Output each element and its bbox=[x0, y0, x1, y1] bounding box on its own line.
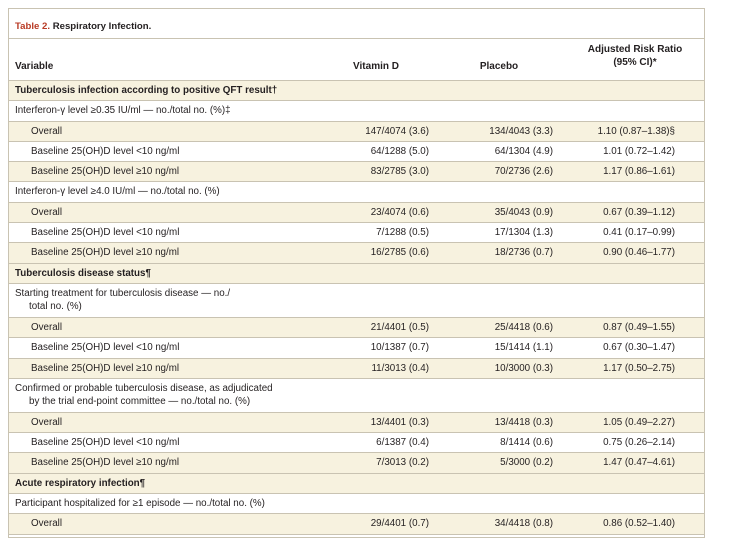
table-row: Baseline 25(OH)D level <10 ng/ml 64/1288 … bbox=[9, 142, 704, 163]
row-label: Participant hospitalized for ≥1 episode … bbox=[15, 498, 265, 510]
risk-ratio-value: 1.05 (0.49–2.27) bbox=[603, 416, 675, 428]
table-row: Overall 13/4401 (0.3) 13/4418 (0.3) 1.05 (0… bbox=[9, 412, 704, 434]
row-label-line2: total no. (%) bbox=[29, 300, 82, 312]
vitamin-d-value: 147/4074 (3.6) bbox=[365, 125, 429, 137]
vitamin-d-value: 7/3013 (0.2) bbox=[376, 457, 429, 469]
row-label: Baseline 25(OH)D level ≥10 ng/ml bbox=[31, 362, 180, 374]
row-label: Overall bbox=[31, 321, 63, 333]
header-risk-ratio: Adjusted Risk Ratio (95% CI)* bbox=[571, 43, 699, 69]
group-row: Interferon-γ level ≥0.35 IU/ml — no./tot… bbox=[9, 101, 704, 122]
placebo-value: 70/2736 (2.6) bbox=[494, 166, 553, 178]
placebo-value: 13/4418 (0.3) bbox=[494, 416, 553, 428]
table-row: Baseline 25(OH)D level ≥10 ng/ml 11/3013 … bbox=[9, 358, 704, 379]
row-label: Interferon-γ level ≥0.35 IU/ml — no./tot… bbox=[15, 105, 231, 117]
placebo-value: 18/2736 (0.7) bbox=[494, 247, 553, 259]
row-label: Interferon-γ level ≥4.0 IU/ml — no./tota… bbox=[15, 186, 220, 198]
risk-ratio-value: 0.41 (0.17–0.99) bbox=[603, 227, 675, 239]
row-label-line2: by the trial end-point committee — no./t… bbox=[29, 395, 251, 407]
vitamin-d-value: 21/4401 (0.5) bbox=[370, 321, 429, 333]
risk-ratio-value: 1.10 (0.87–1.38)§ bbox=[597, 125, 675, 137]
table-header: Variable Vitamin D Placebo Adjusted Risk… bbox=[9, 39, 704, 81]
table-row: Overall 147/4074 (3.6) 134/4043 (3.3) 1.10 … bbox=[9, 121, 704, 142]
risk-ratio-value: 1.47 (0.47–4.61) bbox=[603, 457, 675, 469]
vitamin-d-value: 29/4401 (0.7) bbox=[370, 518, 429, 530]
risk-ratio-value: 0.75 (0.26–2.14) bbox=[603, 437, 675, 449]
row-label: Acute respiratory infection¶ bbox=[15, 477, 146, 489]
vitamin-d-value: 16/2785 (0.6) bbox=[370, 247, 429, 259]
group-row: Participant hospitalized for ≥1 episode … bbox=[9, 494, 704, 515]
header-vitamin-d: Vitamin D bbox=[353, 61, 399, 72]
header-variable: Variable bbox=[15, 61, 54, 72]
row-label-line1: Confirmed or probable tuberculosis disea… bbox=[15, 382, 273, 394]
table-row: Overall 21/4401 (0.5) 25/4418 (0.6) 0.87 (0… bbox=[9, 317, 704, 339]
placebo-value: 64/1304 (4.9) bbox=[494, 145, 553, 157]
table-row: Baseline 25(OH)D level ≥10 ng/ml 7/3013 (… bbox=[9, 453, 704, 474]
placebo-value: 15/1414 (1.1) bbox=[494, 342, 553, 354]
table-row: Overall 23/4074 (0.6) 35/4043 (0.9) 0.67 (0… bbox=[9, 202, 704, 224]
risk-ratio-value: 0.67 (0.30–1.47) bbox=[603, 342, 675, 354]
vitamin-d-value: 64/1288 (5.0) bbox=[370, 145, 429, 157]
table-row: Baseline 25(OH)D level <10 ng/ml 7/1288 (… bbox=[9, 223, 704, 244]
placebo-value: 35/4043 (0.9) bbox=[494, 206, 553, 218]
row-label: Overall bbox=[31, 125, 63, 137]
vitamin-d-value: 11/3013 (0.4) bbox=[371, 362, 429, 374]
group-row: Starting treatment for tuberculosis dise… bbox=[9, 284, 704, 318]
vitamin-d-value: 6/1387 (0.4) bbox=[376, 437, 429, 449]
table-row: Baseline 25(OH)D level <10 ng/ml 6/1387 (… bbox=[9, 433, 704, 454]
row-label: Overall bbox=[31, 416, 63, 428]
group-row: Interferon-γ level ≥4.0 IU/ml — no./tota… bbox=[9, 182, 704, 203]
risk-ratio-value: 0.86 (0.52–1.40) bbox=[603, 518, 675, 530]
row-label: Baseline 25(OH)D level ≥10 ng/ml bbox=[31, 247, 180, 259]
risk-ratio-value: 1.17 (0.86–1.61) bbox=[603, 166, 675, 178]
table-row: Baseline 25(OH)D level <10 ng/ml 10/1387 … bbox=[9, 338, 704, 359]
placebo-value: 34/4418 (0.8) bbox=[494, 518, 553, 530]
risk-ratio-value: 0.67 (0.39–1.12) bbox=[603, 206, 675, 218]
vitamin-d-value: 23/4074 (0.6) bbox=[370, 206, 429, 218]
row-label: Baseline 25(OH)D level <10 ng/ml bbox=[31, 145, 180, 157]
vitamin-d-value: 7/1288 (0.5) bbox=[376, 227, 429, 239]
row-label: Overall bbox=[31, 206, 63, 218]
row-label: Tuberculosis disease status¶ bbox=[15, 267, 151, 279]
risk-ratio-value: 0.87 (0.49–1.55) bbox=[603, 321, 675, 333]
section-row: Tuberculosis disease status¶ bbox=[9, 263, 704, 284]
vitamin-d-value: 10/1387 (0.7) bbox=[370, 342, 429, 354]
row-label: Baseline 25(OH)D level ≥10 ng/ml bbox=[31, 457, 180, 469]
row-label: Confirmed or probable tuberculosis disea… bbox=[15, 379, 273, 408]
placebo-value: 5/3000 (0.2) bbox=[500, 457, 553, 469]
table-row: Baseline 25(OH)D level ≥10 ng/ml 83/2785 … bbox=[9, 162, 704, 183]
row-label: Starting treatment for tuberculosis dise… bbox=[15, 284, 230, 313]
row-label: Baseline 25(OH)D level <10 ng/ml bbox=[31, 227, 180, 239]
placebo-value: 8/1414 (0.6) bbox=[500, 437, 553, 449]
placebo-value: 10/3000 (0.3) bbox=[494, 362, 553, 374]
section-row: Acute respiratory infection¶ bbox=[9, 473, 704, 495]
row-label: Baseline 25(OH)D level <10 ng/ml bbox=[31, 437, 180, 449]
row-label: Overall bbox=[31, 518, 63, 530]
risk-ratio-value: 0.90 (0.46–1.77) bbox=[603, 247, 675, 259]
table-row: Baseline 25(OH)D level ≥10 ng/ml 16/2785 … bbox=[9, 243, 704, 264]
table-number: Table 2. bbox=[15, 21, 51, 32]
row-label: Tuberculosis infection according to posi… bbox=[15, 85, 278, 96]
placebo-value: 17/1304 (1.3) bbox=[494, 227, 553, 239]
row-label-line1: Starting treatment for tuberculosis dise… bbox=[15, 287, 231, 299]
header-placebo: Placebo bbox=[479, 61, 519, 72]
header-risk-ratio-line2: (95% CI)* bbox=[613, 57, 657, 68]
header-risk-ratio-line1: Adjusted Risk Ratio bbox=[587, 44, 683, 55]
table-body: Tuberculosis infection according to posi… bbox=[9, 81, 704, 535]
table-title: Respiratory Infection. bbox=[52, 21, 152, 32]
group-row: Confirmed or probable tuberculosis disea… bbox=[9, 379, 704, 413]
vitamin-d-value: 13/4401 (0.3) bbox=[370, 416, 429, 428]
risk-ratio-value: 1.01 (0.72–1.42) bbox=[603, 145, 675, 157]
placebo-value: 25/4418 (0.6) bbox=[494, 321, 553, 333]
section-row: Tuberculosis infection according to posi… bbox=[9, 81, 704, 102]
row-label: Baseline 25(OH)D level ≥10 ng/ml bbox=[31, 166, 180, 178]
risk-ratio-value: 1.17 (0.50–2.75) bbox=[603, 362, 675, 374]
row-label: Baseline 25(OH)D level <10 ng/ml bbox=[31, 342, 180, 354]
table-frame: Table 2. Respiratory Infection. Variable… bbox=[8, 8, 705, 538]
placebo-value: 134/4043 (3.3) bbox=[489, 125, 553, 137]
table-row: Overall 29/4401 (0.7) 34/4418 (0.8) 0.86 (0… bbox=[9, 514, 704, 535]
table-caption: Table 2. Respiratory Infection. bbox=[9, 9, 704, 39]
vitamin-d-value: 83/2785 (3.0) bbox=[370, 166, 429, 178]
